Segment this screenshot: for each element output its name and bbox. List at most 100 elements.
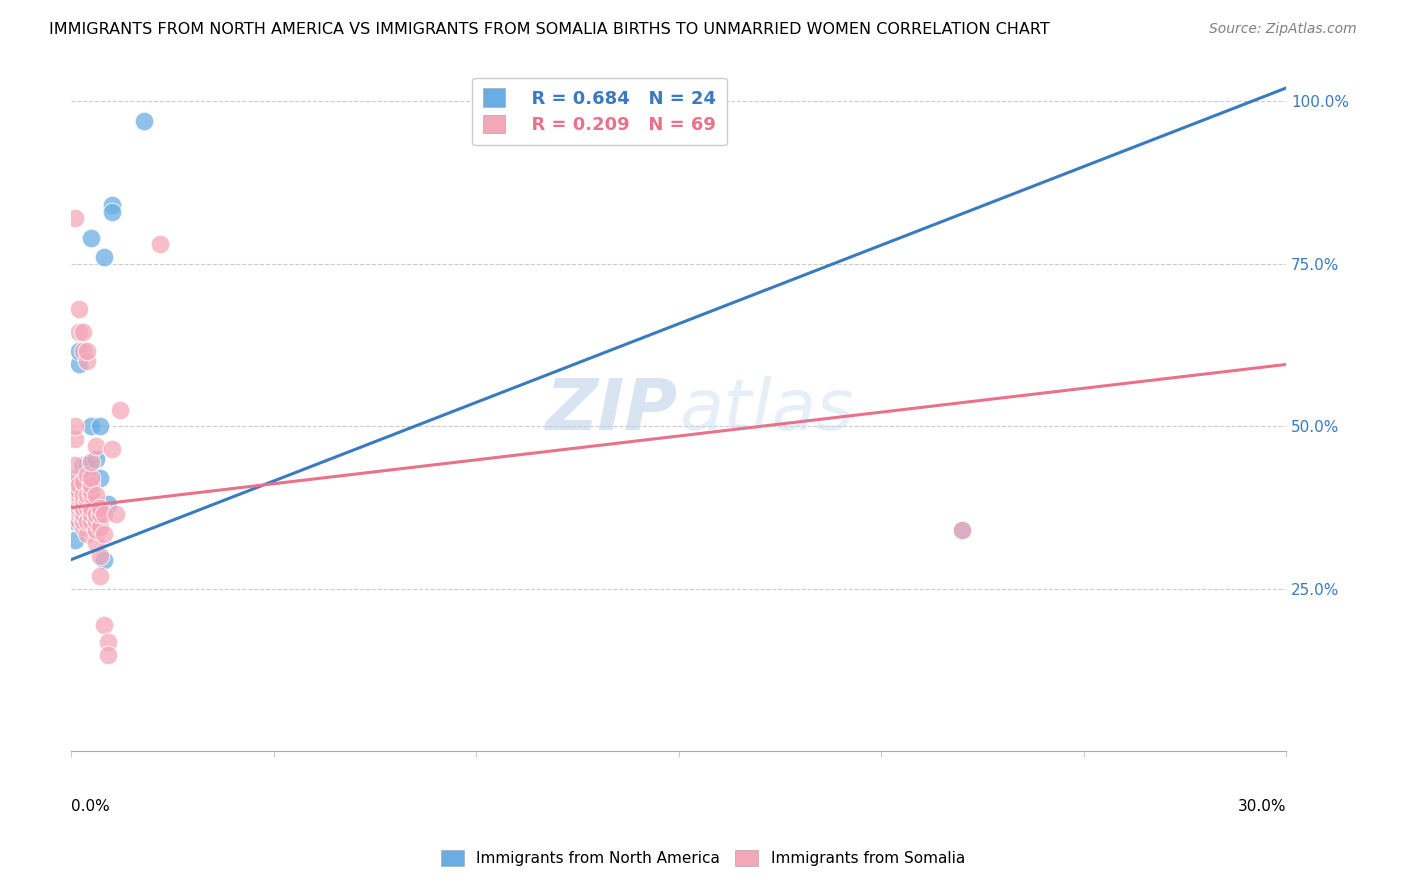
Point (72, 520, 94, 534)
Point (76, 354, 98, 368)
Point (67, 500, 90, 515)
Point (89, 471, 111, 485)
Point (72, 487, 94, 501)
Point (76, 487, 98, 501)
Point (65, 211, 87, 226)
Point (104, 507, 127, 521)
Point (950, 524, 973, 538)
Point (80, 510, 103, 524)
Point (93, 507, 115, 521)
Point (80, 230, 103, 244)
Point (67, 497, 90, 511)
Point (65, 475, 87, 489)
Point (100, 204, 122, 219)
Point (97, 635, 120, 649)
Point (65, 500, 87, 515)
Point (93, 526, 115, 541)
Point (67, 358, 90, 372)
Point (84, 487, 107, 501)
Point (76, 500, 98, 515)
Point (67, 325, 90, 339)
Point (65, 514, 87, 528)
Point (76, 514, 98, 528)
Point (67, 344, 90, 359)
Point (65, 458, 87, 473)
Point (72, 325, 94, 339)
Point (950, 524, 973, 538)
Point (67, 302, 90, 317)
Point (80, 484, 103, 499)
Text: Source: ZipAtlas.com: Source: ZipAtlas.com (1209, 22, 1357, 37)
Point (76, 526, 98, 541)
Point (67, 484, 90, 499)
Point (76, 468, 98, 483)
Point (89, 500, 111, 515)
Point (67, 491, 90, 505)
Point (80, 500, 103, 515)
Point (93, 250, 115, 264)
Point (80, 477, 103, 491)
Point (72, 475, 94, 489)
Point (97, 497, 120, 511)
Text: 30.0%: 30.0% (1237, 799, 1286, 814)
Point (76, 344, 98, 359)
Point (84, 524, 107, 538)
Point (97, 648, 120, 663)
Point (108, 403, 131, 417)
Point (100, 442, 122, 456)
Point (67, 504, 90, 518)
Point (93, 617, 115, 632)
Point (65, 504, 87, 518)
Point (72, 500, 94, 515)
Point (72, 507, 94, 521)
Point (84, 507, 107, 521)
Point (134, 113, 156, 128)
Point (89, 419, 111, 434)
Point (84, 536, 107, 550)
Point (67, 514, 90, 528)
Point (65, 481, 87, 495)
Point (80, 471, 103, 485)
Text: IMMIGRANTS FROM NORTH AMERICA VS IMMIGRANTS FROM SOMALIA BIRTHS TO UNMARRIED WOM: IMMIGRANTS FROM NORTH AMERICA VS IMMIGRA… (49, 22, 1050, 37)
Point (149, 237, 172, 252)
Point (76, 458, 98, 473)
Legend:   R = 0.684   N = 24,   R = 0.209   N = 69: R = 0.684 N = 24, R = 0.209 N = 69 (472, 78, 727, 145)
Point (89, 520, 111, 534)
Text: ZIP: ZIP (547, 376, 679, 444)
Point (67, 487, 90, 501)
Point (80, 507, 103, 521)
Point (65, 471, 87, 485)
Point (80, 487, 103, 501)
Point (65, 491, 87, 505)
Point (72, 458, 94, 473)
Point (76, 465, 98, 479)
Point (72, 514, 94, 528)
Point (84, 451, 107, 466)
Point (65, 533, 87, 547)
Point (84, 439, 107, 453)
Text: atlas: atlas (679, 376, 853, 444)
Point (65, 432, 87, 446)
Point (65, 484, 87, 499)
Point (80, 514, 103, 528)
Point (65, 497, 87, 511)
Point (67, 500, 90, 515)
Legend: Immigrants from North America, Immigrants from Somalia: Immigrants from North America, Immigrant… (433, 842, 973, 873)
Point (89, 507, 111, 521)
Point (80, 455, 103, 469)
Point (76, 494, 98, 508)
Point (72, 344, 94, 359)
Point (84, 514, 107, 528)
Point (67, 507, 90, 521)
Point (72, 514, 94, 528)
Point (65, 419, 87, 434)
Point (76, 471, 98, 485)
Point (89, 549, 111, 564)
Point (100, 198, 122, 212)
Text: 0.0%: 0.0% (72, 799, 110, 814)
Point (93, 552, 115, 566)
Point (72, 484, 94, 499)
Point (67, 477, 90, 491)
Point (80, 419, 103, 434)
Point (89, 569, 111, 583)
